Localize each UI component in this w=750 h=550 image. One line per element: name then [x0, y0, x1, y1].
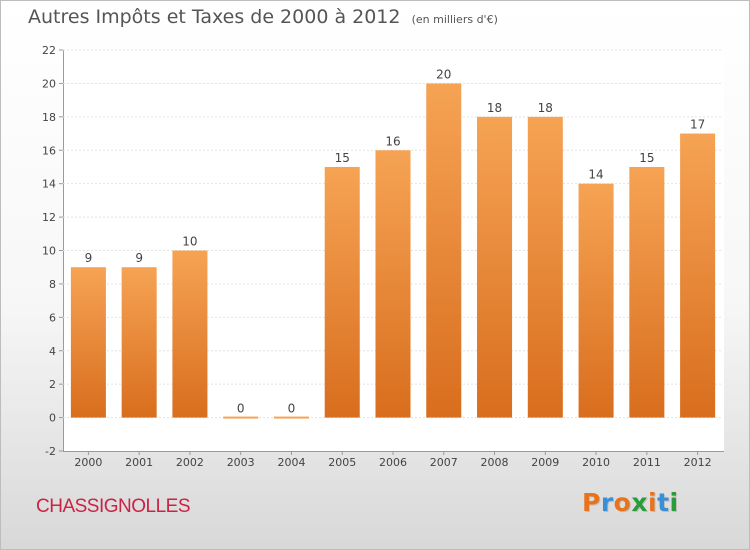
- data-label: 10: [182, 235, 197, 249]
- logo-letter: r: [600, 488, 614, 517]
- bar: [273, 416, 309, 419]
- proxiti-logo: Proxiti: [582, 488, 679, 517]
- x-tick-label: 2012: [684, 456, 712, 469]
- bar: [426, 83, 462, 418]
- y-tick-label: 4: [49, 345, 56, 358]
- x-tick-label: 2003: [227, 456, 255, 469]
- chart-title: Autres Impôts et Taxes de 2000 à 2012 (e…: [28, 6, 498, 28]
- bar: [324, 166, 360, 418]
- bar: [375, 150, 411, 418]
- bar: [172, 250, 208, 418]
- bar: [629, 166, 665, 418]
- logo-letter: t: [657, 488, 670, 517]
- data-label: 18: [538, 101, 553, 115]
- data-label: 20: [436, 67, 451, 81]
- y-tick-label: 12: [42, 211, 56, 224]
- y-tick-label: 6: [49, 311, 56, 324]
- y-tick-label: 20: [42, 77, 56, 90]
- x-tick-label: 2009: [531, 456, 559, 469]
- y-tick-label: 8: [49, 278, 56, 291]
- bar: [70, 267, 106, 418]
- logo-letter: i: [669, 488, 679, 517]
- logo-letter: x: [631, 488, 648, 517]
- data-label: 17: [690, 118, 705, 132]
- x-tick-label: 2010: [582, 456, 610, 469]
- data-label: 15: [639, 151, 654, 165]
- logo-letter: P: [582, 488, 601, 517]
- x-tick-label: 2006: [379, 456, 407, 469]
- y-tick-label: 16: [42, 144, 56, 157]
- logo-letter: o: [613, 488, 632, 517]
- x-tick-label: 2008: [481, 456, 509, 469]
- bar: [578, 183, 614, 418]
- bar: [223, 416, 259, 419]
- chart-title-main: Autres Impôts et Taxes de 2000 à 2012: [28, 6, 401, 28]
- data-label: 14: [588, 168, 603, 182]
- data-label: 0: [237, 402, 245, 416]
- bar: [121, 267, 157, 418]
- y-tick-label: -2: [45, 445, 56, 458]
- x-tick-label: 2011: [633, 456, 661, 469]
- data-label: 9: [85, 251, 93, 265]
- bar: [680, 133, 716, 418]
- x-tick-label: 2002: [176, 456, 204, 469]
- data-label: 0: [288, 402, 296, 416]
- data-label: 16: [385, 134, 400, 148]
- y-tick-label: 2: [49, 378, 56, 391]
- commune-name: CHASSIGNOLLES: [36, 496, 191, 517]
- x-tick-label: 2000: [74, 456, 102, 469]
- logo-letter: i: [648, 488, 658, 517]
- y-tick-label: 18: [42, 111, 56, 124]
- x-tick-label: 2001: [125, 456, 153, 469]
- x-tick-label: 2005: [328, 456, 356, 469]
- y-tick-label: 10: [42, 245, 56, 258]
- x-tick-label: 2007: [430, 456, 458, 469]
- bar: [527, 116, 563, 418]
- y-tick-label: 14: [42, 178, 56, 191]
- bar: [477, 116, 513, 418]
- data-label: 9: [135, 251, 143, 265]
- x-tick-label: 2004: [277, 456, 305, 469]
- data-label: 15: [335, 151, 350, 165]
- data-label: 18: [487, 101, 502, 115]
- y-tick-label: 22: [42, 44, 56, 57]
- y-tick-label: 0: [49, 412, 56, 425]
- chart-title-unit: (en milliers d'€): [411, 13, 498, 26]
